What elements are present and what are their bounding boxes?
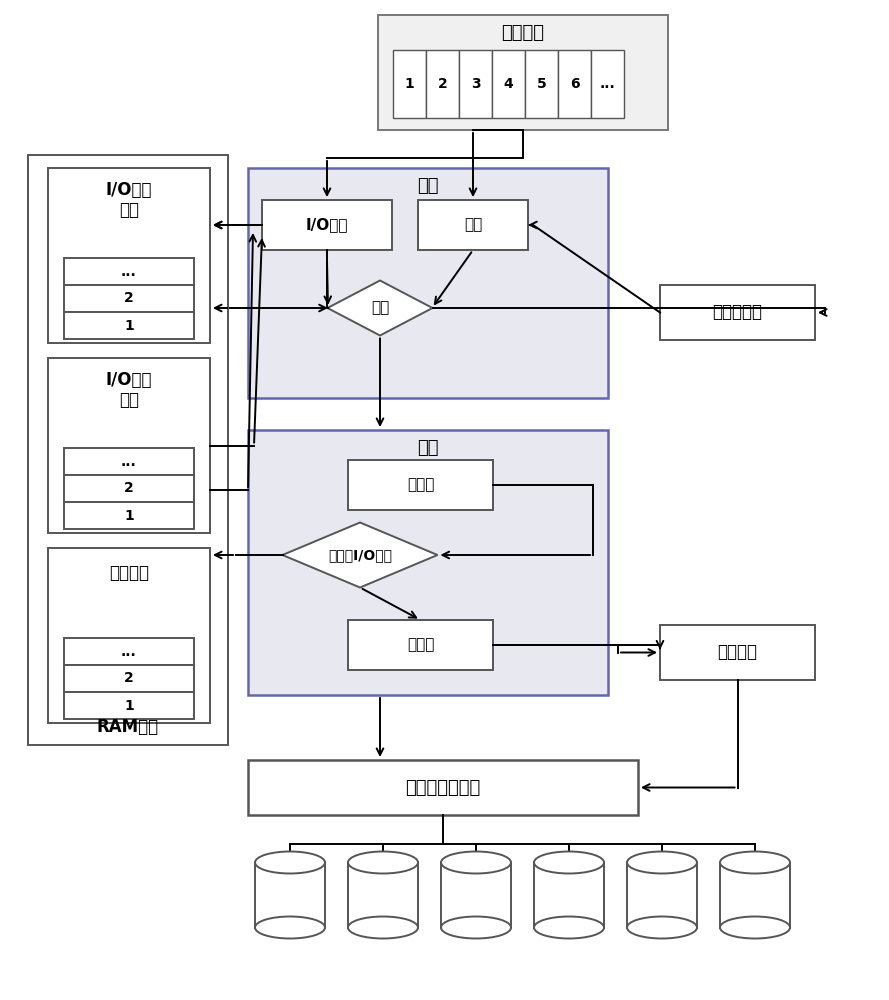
Bar <box>426 50 459 118</box>
Text: 1: 1 <box>124 508 134 522</box>
Bar <box>660 625 815 680</box>
Text: 新分布: 新分布 <box>407 638 434 652</box>
Bar <box>393 50 426 118</box>
Ellipse shape <box>534 852 604 874</box>
Ellipse shape <box>627 916 697 938</box>
Bar <box>64 638 194 665</box>
Text: 磁盘阵列控制器: 磁盘阵列控制器 <box>405 778 481 796</box>
Bar <box>48 548 210 723</box>
Bar <box>48 168 210 343</box>
Ellipse shape <box>255 852 325 874</box>
Bar <box>525 50 558 118</box>
Bar <box>459 50 492 118</box>
Ellipse shape <box>720 852 790 874</box>
Text: 垃圾和I/O碎片: 垃圾和I/O碎片 <box>328 548 392 562</box>
Bar <box>64 665 194 692</box>
Bar <box>248 760 638 815</box>
Text: 4: 4 <box>504 77 513 91</box>
Ellipse shape <box>348 916 418 938</box>
Bar <box>418 200 528 250</box>
Text: 1: 1 <box>124 318 134 332</box>
Ellipse shape <box>441 852 511 874</box>
Bar <box>255 862 325 928</box>
Polygon shape <box>327 280 433 336</box>
Text: 超时: 超时 <box>371 300 389 316</box>
Text: 1: 1 <box>404 77 414 91</box>
Ellipse shape <box>441 916 511 938</box>
Ellipse shape <box>255 916 325 938</box>
Bar <box>28 155 228 745</box>
Bar <box>248 168 608 398</box>
Bar <box>64 475 194 502</box>
Text: 3: 3 <box>470 77 480 91</box>
Text: 2: 2 <box>124 292 134 306</box>
Text: 2: 2 <box>437 77 447 91</box>
Bar <box>534 862 604 928</box>
Bar <box>492 50 525 118</box>
Bar <box>348 862 418 928</box>
Bar <box>660 285 815 340</box>
Bar <box>348 620 493 670</box>
Bar <box>248 430 608 695</box>
Text: 聚合: 聚合 <box>417 177 439 195</box>
Text: 垃圾记录: 垃圾记录 <box>109 564 149 582</box>
Text: ...: ... <box>121 264 137 278</box>
Text: ...: ... <box>121 454 137 468</box>
Text: RAM芯片: RAM芯片 <box>97 718 159 736</box>
Text: 标识: 标识 <box>119 201 139 219</box>
Polygon shape <box>283 522 437 587</box>
Text: 请求队列: 请求队列 <box>501 24 544 42</box>
Text: 请求: 请求 <box>464 218 482 232</box>
Bar <box>558 50 591 118</box>
Text: ...: ... <box>599 77 615 91</box>
Ellipse shape <box>348 852 418 874</box>
Bar <box>64 258 194 285</box>
Bar <box>64 502 194 529</box>
Ellipse shape <box>720 916 790 938</box>
Bar <box>378 15 668 130</box>
Text: 2: 2 <box>124 672 134 686</box>
Text: 旧分布: 旧分布 <box>407 478 434 492</box>
Text: 计时器堆栈: 计时器堆栈 <box>712 304 763 322</box>
Text: 1: 1 <box>124 698 134 712</box>
Text: 队列: 队列 <box>119 391 139 409</box>
Bar <box>591 50 624 118</box>
Bar <box>48 358 210 533</box>
Text: 2: 2 <box>124 482 134 495</box>
Ellipse shape <box>627 852 697 874</box>
Bar <box>441 862 511 928</box>
Text: ...: ... <box>121 645 137 658</box>
Text: 重组: 重组 <box>417 439 439 457</box>
Text: I/O碎片: I/O碎片 <box>106 181 152 199</box>
Ellipse shape <box>534 916 604 938</box>
Bar <box>627 862 697 928</box>
Text: 6: 6 <box>570 77 580 91</box>
Text: 5: 5 <box>537 77 547 91</box>
Bar <box>64 312 194 339</box>
Text: I/O碎片: I/O碎片 <box>306 218 348 232</box>
Text: I/O碎片: I/O碎片 <box>106 371 152 389</box>
Bar <box>64 692 194 719</box>
Bar <box>64 285 194 312</box>
Bar <box>720 862 790 928</box>
Bar <box>348 460 493 510</box>
Bar <box>64 448 194 475</box>
Bar <box>262 200 392 250</box>
Text: 块分配器: 块分配器 <box>717 644 757 662</box>
